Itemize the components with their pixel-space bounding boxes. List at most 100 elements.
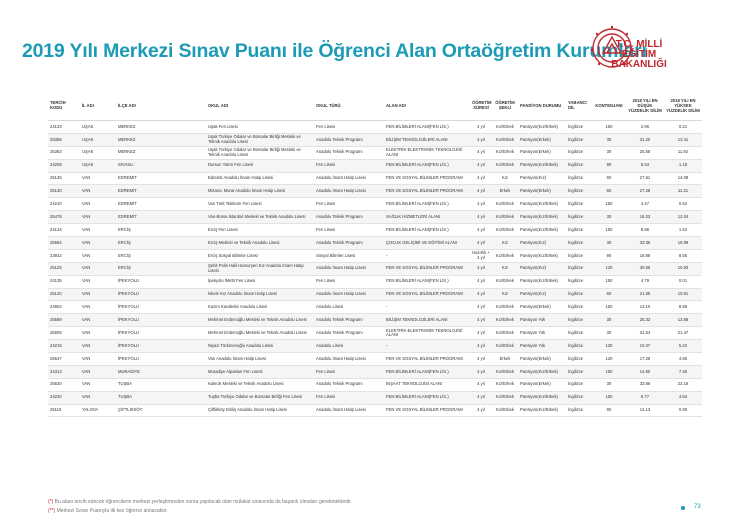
footnote-text: Merkezi Sınav Puanıyla ilk kez öğrenci a…: [56, 507, 168, 514]
table-cell: Kız/Erkek: [492, 300, 518, 315]
table-cell: 4 yıl: [470, 120, 492, 134]
schools-table: TERCİH KODU İL ADI İLÇE ADI OKUL ADI OKUL TÜ…: [48, 90, 702, 418]
table-cell: 24215: [48, 339, 80, 354]
table-cell: TUŞBA: [116, 378, 206, 392]
table-cell: UŞAK: [80, 159, 116, 173]
table-cell: Kız/Erkek: [492, 404, 518, 418]
table-cell: 31.54: [626, 326, 664, 341]
table-cell: VAN: [80, 326, 116, 341]
table-cell: 8.53: [626, 159, 664, 173]
table-cell: ERCİŞ: [116, 249, 206, 263]
table-cell: 25125: [48, 262, 80, 276]
table-cell: UŞAK: [80, 146, 116, 160]
table-row: 23842 VAN ERCİŞ Erciş Sosyal Bilimler Lises…: [48, 249, 702, 263]
table-cell: İngilizce: [566, 249, 592, 263]
table-cell: İngilizce: [566, 365, 592, 379]
table-cell: 25.58: [626, 146, 664, 160]
table-cell: 4 yıl: [470, 223, 492, 238]
table-cell: FEN BİLİMLERİ ALANI(FEN LİS.): [384, 223, 470, 238]
table-cell: ERCİŞ: [116, 262, 206, 276]
table-cell: 31.20: [626, 133, 664, 147]
table-cell: İngilizce: [566, 133, 592, 147]
table-cell: 25605: [48, 326, 80, 341]
table-cell: 4 yıl: [470, 288, 492, 302]
table-body: 24133 UŞAK MERKEZ Uşak Fen Lisesi Fen Lisesi…: [48, 120, 702, 418]
table-cell: 25594: [48, 236, 80, 250]
table-row: 25125 VAN ERCİŞ Şehit Polis Halil Hamuryeri…: [48, 262, 702, 276]
column-header: YABANCI DİL: [566, 90, 592, 121]
page-title: 2019 Yılı Merkezi Sınav Puanı ile Öğrenc…: [22, 40, 647, 62]
table-cell: -: [384, 300, 470, 315]
table-cell: 150: [592, 275, 626, 289]
table-cell: FEN BİLİMLERİ ALANI(FEN LİS.): [384, 120, 470, 134]
table-row: 25135 VAN EDREMİT Edremit Anadolu İmam Hati…: [48, 172, 702, 186]
table-cell: EDREMİT: [116, 197, 206, 212]
table-cell: 24134: [48, 223, 80, 238]
table-cell: Kız/Erkek: [492, 159, 518, 173]
column-header: İL ADI: [80, 90, 116, 121]
table-cell: 2.96: [626, 120, 664, 134]
table-cell: Kız: [492, 236, 518, 250]
table-row: 25363 UŞAK MERKEZ Uşak Türkiye Odalar ve Bo…: [48, 146, 702, 160]
table-cell: Pansiyon(Erkek): [518, 300, 566, 315]
table-cell: Pansiyon(Kız): [518, 288, 566, 302]
table-cell: 5.22: [664, 339, 702, 354]
table-cell: Anadolu Teknik Programı: [314, 326, 384, 341]
table-cell: 120: [592, 339, 626, 354]
table-cell: 23842: [48, 249, 80, 263]
table-cell: 25130: [48, 184, 80, 199]
table-cell: İPEKYOLU: [116, 352, 206, 366]
table-cell: Kız/Erkek: [492, 223, 518, 238]
table-row: 24215 VAN İPEKYOLU Niyazi Türkmenoğlu Anado…: [48, 339, 702, 354]
table-cell: Pansiyon(Kız/Erkek): [518, 249, 566, 263]
table-cell: Edremit Anadolu İmam Hatip Lisesi: [206, 172, 314, 186]
table-cell: MERKEZ: [116, 120, 206, 134]
column-header: OKUL TÜRÜ: [314, 90, 384, 121]
table-cell: 13.41: [664, 133, 702, 147]
table-row: 25594 VAN ERCİŞ Erciş Mesleki ve Teknik Ana…: [48, 236, 702, 250]
table-cell: İPEKYOLU: [116, 300, 206, 315]
table-cell: İskele Kız Anadolu İmam Hatip Lisesi: [206, 288, 314, 302]
table-cell: Kız/Erkek: [492, 391, 518, 405]
table-cell: Pansiyon(Kız/Erkek): [518, 391, 566, 405]
table-cell: Pansiyon(Kız/Erkek): [518, 159, 566, 173]
column-header: ÖĞRETİM ŞEKLİ: [492, 90, 518, 121]
table-cell: 14.09: [664, 172, 702, 186]
table-cell: 60: [592, 288, 626, 302]
table-row: 24208 UŞAK SİVASLI Dursun Yalım Fen Lisesi F…: [48, 159, 702, 173]
table-cell: VAN: [80, 275, 116, 289]
table-cell: 120: [592, 262, 626, 276]
table-cell: 25478: [48, 210, 80, 225]
table-cell: Mehmet Erdemoğlu Mesleki ve Teknik Anado…: [206, 326, 314, 341]
table-cell: İngilizce: [566, 352, 592, 366]
table-cell: Van Türk Telekom Fen Lisesi: [206, 197, 314, 212]
meb-emblem-icon: [590, 25, 634, 68]
table-cell: Hazırlık + 4 yıl: [470, 249, 492, 263]
table-cell: İngilizce: [566, 159, 592, 173]
table-cell: 25135: [48, 172, 80, 186]
table-cell: Kız/Erkek: [492, 365, 518, 379]
table-cell: ÇİFTLİKKÖY: [116, 404, 206, 418]
table-cell: 4 yıl: [470, 275, 492, 289]
table-cell: 10.37: [626, 339, 664, 354]
table-cell: Kız/Erkek: [492, 275, 518, 289]
table-cell: 33.86: [626, 378, 664, 392]
table-cell: 4 yıl: [470, 184, 492, 199]
table-cell: SAĞLIK HİZMETLERİ ALANI: [384, 210, 470, 225]
table-cell: 4 yıl: [470, 339, 492, 354]
table-cell: İpekyolu İMKB Fen Lisesi: [206, 275, 314, 289]
table-cell: Sosyal Bilimler Lisesi: [314, 249, 384, 263]
table-cell: Pansiyon(Erkek): [518, 378, 566, 392]
table-cell: Erciş Sosyal Bilimler Lisesi: [206, 249, 314, 263]
table-cell: 7.45: [664, 365, 702, 379]
table-cell: EDREMİT: [116, 184, 206, 199]
table-cell: 21.65: [626, 288, 664, 302]
table-cell: 6.77: [626, 391, 664, 405]
table-cell: Pansiyon(Kız/Erkek): [518, 210, 566, 225]
table-row: 25115 YALOVA ÇİFTLİKKÖY Çiftlikköy Diriliş …: [48, 404, 702, 418]
table-cell: 4 yıl: [470, 313, 492, 328]
table-cell: 30: [592, 133, 626, 147]
table-cell: FEN VE SOSYAL BİLİMLER PROGRAMI: [384, 288, 470, 302]
table-cell: Kız: [492, 288, 518, 302]
table-cell: BİLİŞİM TEKNOLOJİLERİ ALANI: [384, 133, 470, 147]
